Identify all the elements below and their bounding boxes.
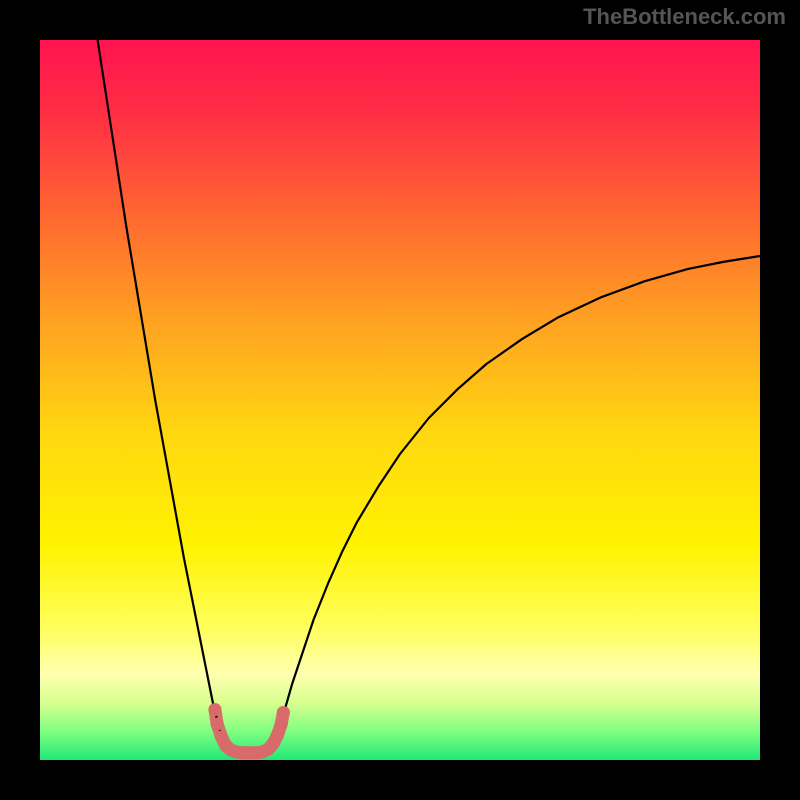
valley-marker-dot: [277, 706, 290, 719]
valley-marker-dot: [211, 718, 224, 731]
plot-background: [40, 40, 760, 760]
bottleneck-chart: [0, 0, 800, 800]
chart-container: TheBottleneck.com: [0, 0, 800, 800]
watermark-text: TheBottleneck.com: [583, 4, 786, 30]
valley-marker-dot: [275, 718, 288, 731]
valley-marker-dot: [208, 703, 221, 716]
